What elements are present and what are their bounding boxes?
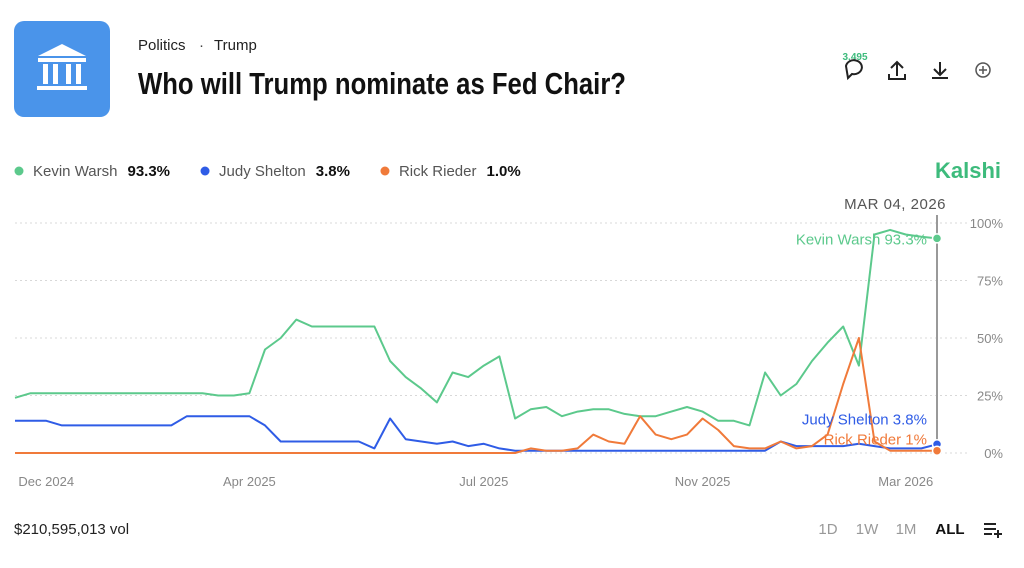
legend-swatch (14, 166, 24, 176)
add-button[interactable] (975, 62, 991, 78)
comment-count: 3,495 (842, 52, 867, 63)
x-tick-label: Dec 2024 (18, 474, 74, 489)
breadcrumb-separator: · (199, 37, 204, 54)
y-tick-label: 50% (977, 331, 1003, 346)
end-label: Rick Rieder 1% (824, 432, 927, 449)
legend-item[interactable]: Judy Shelton 3.8% (200, 163, 350, 180)
breadcrumb[interactable]: Politics (138, 37, 186, 54)
series-line (15, 337, 937, 454)
x-tick-label: Jul 2025 (459, 474, 508, 489)
download-button[interactable] (932, 62, 948, 79)
bank-icon (37, 44, 87, 90)
series-line (14, 228, 938, 427)
y-tick-label: 100% (970, 216, 1004, 231)
series-line (15, 415, 938, 452)
brand-logo: Kalshi (935, 158, 1001, 183)
range-button[interactable]: 1M (896, 521, 917, 538)
y-tick-label: 25% (977, 389, 1003, 404)
legend-value: 93.3% (127, 163, 170, 180)
y-tick-label: 75% (977, 274, 1003, 289)
comments-button[interactable] (844, 59, 863, 81)
legend-item[interactable]: Kevin Warsh 93.3% (14, 163, 171, 180)
y-tick-label: 0% (984, 446, 1003, 461)
legend-swatch (200, 166, 210, 176)
share-button[interactable] (888, 60, 906, 80)
chart-settings-button[interactable] (984, 523, 1002, 538)
legend-swatch (380, 166, 390, 176)
end-label: Judy Shelton 3.8% (802, 411, 927, 428)
legend-name: Judy Shelton (219, 163, 306, 180)
x-tick-label: Nov 2025 (675, 474, 731, 489)
breadcrumb[interactable]: Trump (214, 37, 257, 54)
x-tick-label: Mar 2026 (878, 474, 933, 489)
category-icon (14, 21, 110, 117)
legend-value: 3.8% (316, 163, 350, 180)
legend-name: Rick Rieder (399, 163, 477, 180)
range-button[interactable]: 1W (856, 521, 879, 538)
market-title: Who will Trump nominate as Fed Chair? (138, 66, 626, 101)
hover-date: MAR 04, 2026 (844, 196, 946, 213)
x-tick-label: Apr 2025 (223, 474, 276, 489)
end-point (931, 233, 943, 244)
range-button[interactable]: ALL (935, 521, 964, 538)
volume: $210,595,013 vol (14, 521, 129, 538)
legend-name: Kevin Warsh (33, 163, 117, 180)
end-label: Kevin Warsh 93.3% (796, 231, 927, 248)
end-point (931, 445, 943, 456)
range-button[interactable]: 1D (818, 521, 837, 538)
legend-value: 1.0% (487, 163, 521, 180)
legend-item[interactable]: Rick Rieder 1.0% (380, 163, 521, 180)
